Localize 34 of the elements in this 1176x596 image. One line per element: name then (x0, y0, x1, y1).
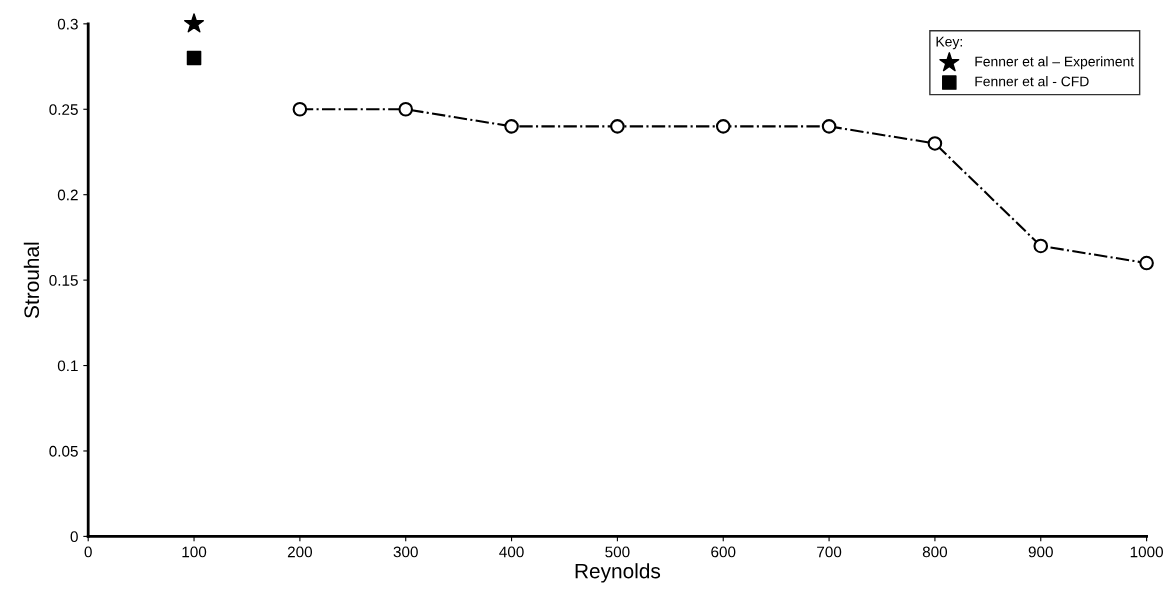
point (927, 136, 943, 151)
x-axis-title: Reynolds (575, 563, 661, 583)
legend-label: Fenner et al - CFD (975, 76, 1089, 87)
x-tick-label: 700 (817, 546, 842, 558)
x-tick-label: 1000 (1130, 546, 1163, 558)
point (398, 101, 414, 117)
x-tick-label: 300 (393, 546, 418, 558)
point (186, 50, 202, 66)
y-tick-label: 0.25 (49, 104, 78, 115)
point (1033, 238, 1049, 254)
x-tick-label: 200 (287, 546, 313, 558)
x-tick-label: 0 (84, 546, 92, 558)
point (821, 119, 837, 134)
point (504, 119, 519, 134)
legend-label: Fenner et al – Experiment (975, 56, 1135, 70)
x-tick-label: 400 (499, 546, 524, 558)
legend-title: Key: (936, 36, 962, 50)
y-tick-label: 0.05 (49, 445, 78, 457)
x-tick-label: 800 (922, 546, 948, 558)
y-tick-label: 0 (70, 531, 78, 543)
y-tick-label: 0.2 (57, 189, 78, 201)
y-tick-label: 0.1 (57, 360, 78, 372)
point (715, 119, 731, 134)
point (610, 119, 625, 134)
point (184, 13, 205, 33)
x-tick-label: 600 (711, 546, 736, 558)
point (292, 101, 308, 117)
x-tick-label: 100 (182, 546, 207, 558)
y-axis-title: Strouhal (23, 242, 40, 318)
x-tick-label: 500 (605, 546, 630, 558)
x-tick-label: 900 (1028, 546, 1053, 558)
y-tick-label: 0.15 (49, 274, 78, 286)
point (1139, 255, 1154, 271)
y-tick-label: 0.3 (57, 18, 78, 30)
